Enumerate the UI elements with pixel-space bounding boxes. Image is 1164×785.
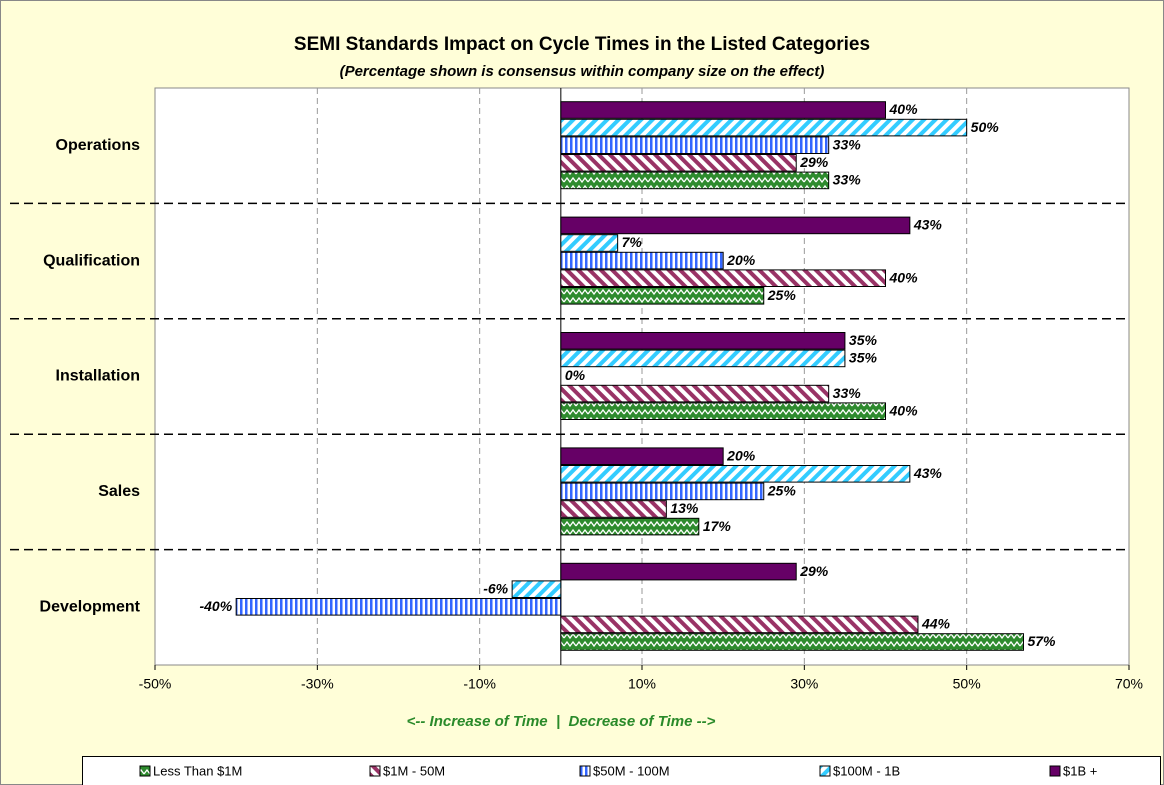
bar	[560, 234, 619, 252]
value-label: 25%	[767, 287, 797, 303]
value-label: 17%	[703, 518, 732, 534]
bar	[560, 384, 830, 403]
bar	[511, 580, 562, 599]
value-label: -40%	[199, 598, 232, 614]
value-label: 29%	[799, 154, 829, 170]
bar	[560, 482, 765, 501]
bar	[560, 251, 724, 270]
legend-swatch	[1049, 765, 1061, 777]
value-label: 35%	[849, 332, 878, 348]
bar	[235, 598, 562, 616]
category-label: Operations	[56, 137, 141, 154]
bar	[560, 465, 911, 483]
bar	[560, 171, 830, 190]
bar	[560, 118, 968, 137]
legend-label: $50M - 100M	[593, 763, 670, 778]
bar	[560, 287, 765, 305]
bar	[560, 562, 797, 581]
chart-subtitle: (Percentage shown is consensus within co…	[340, 63, 825, 80]
x-tick-label: 50%	[953, 676, 981, 692]
bar	[560, 269, 886, 287]
value-label: 40%	[889, 269, 919, 285]
bar	[560, 447, 724, 465]
value-label: 7%	[622, 234, 643, 250]
value-label: 29%	[799, 563, 829, 579]
x-tick-label: -50%	[139, 676, 172, 692]
category-label: Sales	[98, 483, 140, 500]
legend	[82, 756, 1161, 785]
legend-label: $1M - 50M	[383, 763, 445, 778]
bar	[560, 101, 886, 119]
bar	[560, 633, 1024, 651]
legend-swatch	[819, 765, 831, 777]
value-label: 40%	[889, 101, 919, 117]
x-axis-label: <-- Increase of Time | Decrease of Time …	[407, 713, 716, 730]
legend-label: $1B +	[1063, 763, 1097, 778]
value-label: -6%	[483, 580, 508, 596]
x-tick-label: -30%	[301, 676, 334, 692]
value-label: 20%	[726, 447, 756, 463]
legend-swatch	[579, 765, 591, 777]
category-label: Installation	[56, 368, 140, 385]
value-label: 33%	[833, 385, 862, 401]
legend-swatch	[139, 765, 151, 777]
value-label: 44%	[921, 616, 951, 632]
value-label: 43%	[913, 217, 943, 233]
x-tick-label: -10%	[463, 676, 496, 692]
value-label: 33%	[833, 136, 862, 152]
bar	[560, 500, 667, 518]
x-tick-label: 30%	[790, 676, 818, 692]
bar	[560, 154, 797, 172]
value-label: 33%	[833, 172, 862, 188]
value-label: 57%	[1027, 633, 1056, 649]
value-label: 43%	[913, 465, 943, 481]
value-label: 50%	[971, 119, 1000, 135]
value-label: 0%	[565, 367, 586, 383]
chart-title: SEMI Standards Impact on Cycle Times in …	[294, 34, 870, 55]
value-label: 25%	[767, 483, 797, 499]
legend-swatch	[369, 765, 381, 777]
bar	[560, 136, 830, 154]
bar	[560, 332, 846, 350]
category-label: Development	[40, 599, 141, 616]
bar	[560, 349, 846, 368]
bar	[560, 615, 919, 634]
legend-label: Less Than $1M	[153, 763, 242, 778]
legend-label: $100M - 1B	[833, 763, 900, 778]
value-label: 20%	[726, 252, 756, 268]
x-tick-label: 70%	[1115, 676, 1143, 692]
value-label: 35%	[849, 350, 878, 366]
x-tick-label: 10%	[628, 676, 656, 692]
bar	[560, 517, 700, 536]
bar	[560, 216, 911, 235]
value-label: 40%	[889, 402, 919, 418]
category-label: Qualification	[43, 252, 140, 269]
value-label: 13%	[670, 500, 699, 516]
bar	[560, 402, 886, 420]
